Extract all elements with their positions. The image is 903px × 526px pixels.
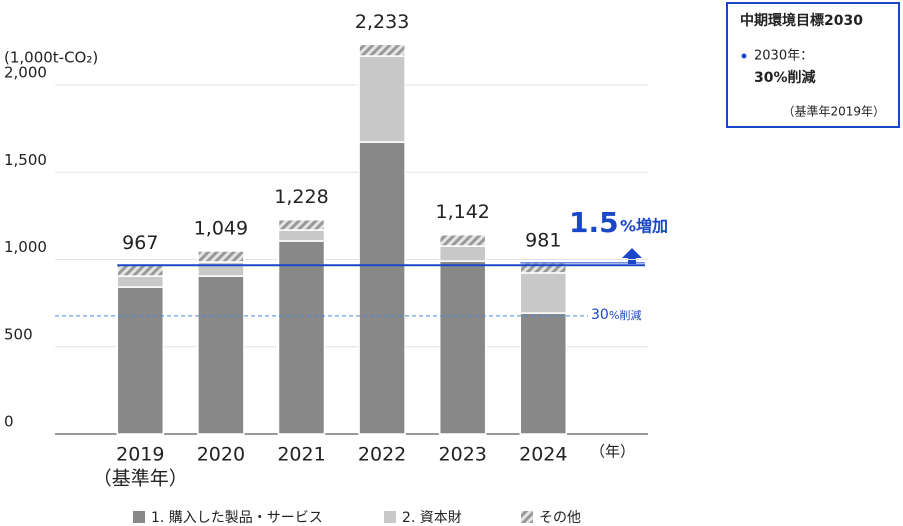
bar-segment: [358, 43, 406, 57]
x-tick-label: 2023: [439, 444, 487, 466]
legend-label: 1. 購入した製品・サービス: [151, 510, 323, 526]
y-tick-label: 0: [4, 413, 14, 431]
total-label: 1,228: [274, 186, 328, 208]
bar-segment: [197, 250, 245, 263]
target-item-value: 30%削減: [754, 69, 816, 86]
bar-segment: [116, 275, 165, 288]
target-item-label: 2030年：: [754, 49, 813, 64]
y-axis-label: (1,000t-CO₂): [4, 49, 98, 67]
increase-arrow: [622, 248, 642, 264]
bar-segment: [197, 275, 245, 435]
total-label: 1,142: [435, 201, 489, 223]
bar-segment: [519, 312, 568, 435]
total-label: 1,049: [194, 217, 248, 239]
y-tick-label: 1,500: [4, 151, 47, 169]
x-tick-label: 2024: [519, 444, 567, 466]
bar-segment: [358, 141, 406, 435]
total-label: 981: [525, 229, 561, 251]
legend-swatch: [521, 511, 533, 523]
bar-segment: [519, 272, 568, 314]
bar-segment: [277, 218, 326, 231]
x-tick-label: 2021: [277, 444, 325, 466]
target-box: [726, 2, 900, 128]
bar-segment: [438, 245, 487, 262]
legend-swatch: [133, 511, 145, 523]
increase-number: 1.5: [569, 206, 619, 239]
bar-segment: [116, 286, 165, 435]
reduction-number: 30: [591, 307, 609, 323]
y-tick-label: 1,000: [4, 238, 47, 256]
bar-segment: [438, 260, 487, 435]
y-tick-label: 500: [4, 325, 33, 343]
legend-label: 2. 資本財: [402, 510, 462, 526]
increase-text: %増加: [620, 217, 668, 236]
bar-segment: [277, 229, 326, 242]
target-note: （基準年2019年）: [782, 104, 885, 119]
bar-segment: [277, 240, 326, 435]
x-tick-label: 2019: [116, 444, 164, 466]
bar-segment: [116, 264, 165, 277]
total-label: 967: [122, 232, 158, 254]
y-tick-label: 2,000: [4, 64, 47, 82]
x-tick-label: 2020: [197, 444, 245, 466]
bar-segment: [197, 261, 245, 277]
bar-segment: [358, 55, 406, 143]
x-tick-sublabel: （基準年）: [93, 468, 188, 490]
reduction-text: %削減: [609, 308, 641, 322]
x-tick-label: 2022: [358, 444, 406, 466]
total-label: 2,233: [355, 11, 409, 33]
target-title: 中期環境目標2030: [740, 12, 863, 29]
legend-label: その他: [539, 510, 581, 526]
bar-segment: [438, 233, 487, 247]
x-axis-label: （年）: [590, 443, 635, 461]
legend-swatch: [384, 511, 396, 523]
bullet: [741, 53, 747, 59]
